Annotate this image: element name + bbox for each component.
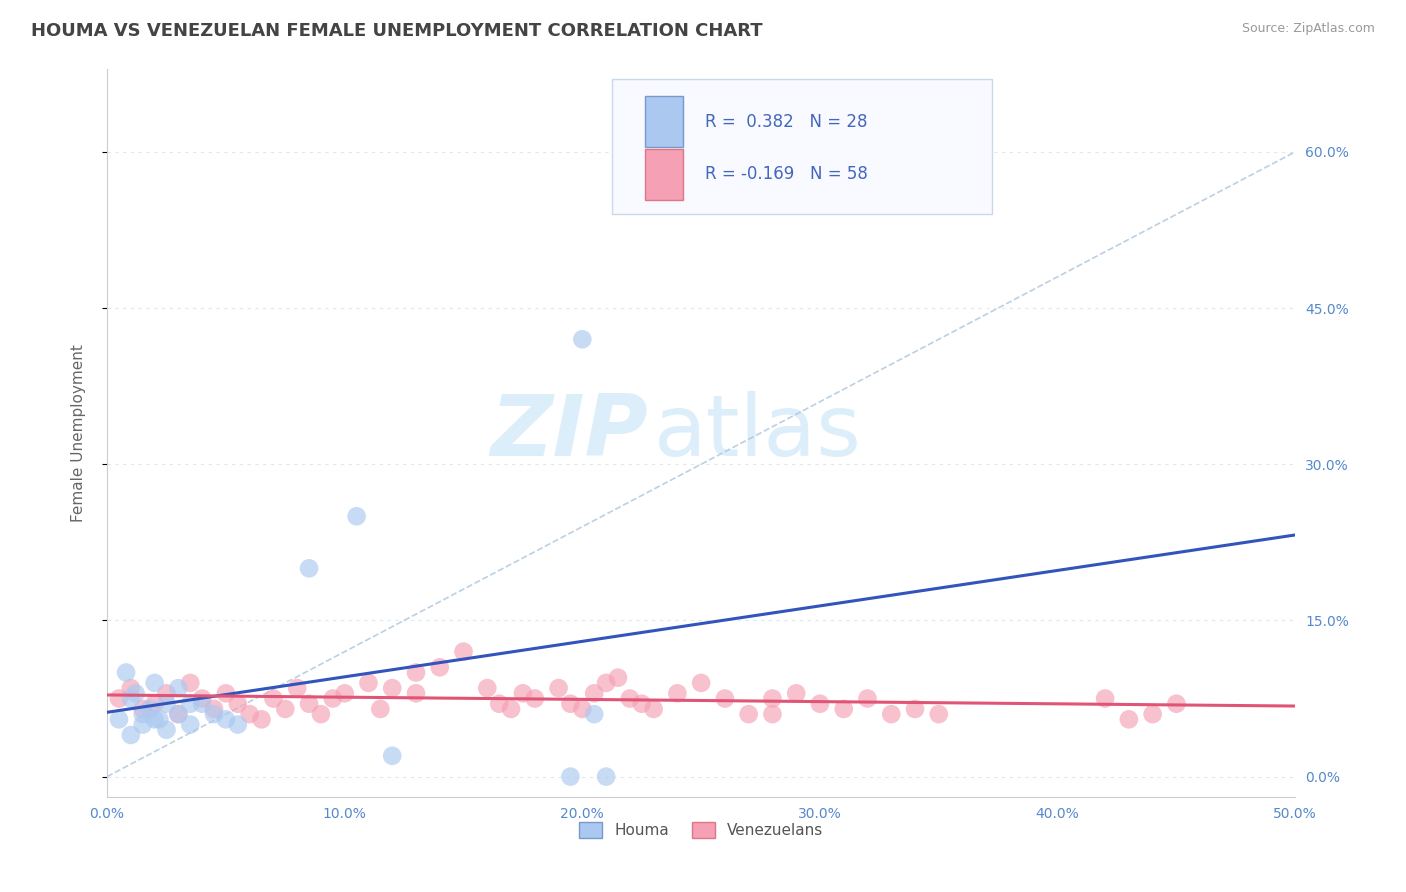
Point xyxy=(191,697,214,711)
FancyBboxPatch shape xyxy=(645,149,683,200)
Point xyxy=(333,686,356,700)
Point xyxy=(274,702,297,716)
Point xyxy=(595,770,617,784)
Point xyxy=(202,707,225,722)
Point xyxy=(381,681,404,695)
Point xyxy=(370,702,392,716)
Point xyxy=(619,691,641,706)
Point xyxy=(808,697,831,711)
Point xyxy=(666,686,689,700)
Point xyxy=(143,676,166,690)
Point xyxy=(583,707,606,722)
Point xyxy=(690,676,713,690)
Point xyxy=(309,707,332,722)
Point xyxy=(571,702,593,716)
Point xyxy=(179,697,201,711)
Point xyxy=(714,691,737,706)
Point xyxy=(583,686,606,700)
Point xyxy=(226,717,249,731)
Point xyxy=(488,697,510,711)
Point xyxy=(202,702,225,716)
Point xyxy=(453,645,475,659)
Point xyxy=(124,686,146,700)
FancyBboxPatch shape xyxy=(645,96,683,147)
Point xyxy=(595,676,617,690)
Point xyxy=(132,717,155,731)
Point xyxy=(226,697,249,711)
Point xyxy=(143,712,166,726)
Point xyxy=(167,681,190,695)
Point xyxy=(1118,712,1140,726)
Point xyxy=(191,691,214,706)
FancyBboxPatch shape xyxy=(612,79,993,214)
Point xyxy=(167,707,190,722)
Point xyxy=(880,707,903,722)
Point xyxy=(607,671,630,685)
Point xyxy=(928,707,950,722)
Point xyxy=(1094,691,1116,706)
Point xyxy=(179,676,201,690)
Point xyxy=(1142,707,1164,722)
Point xyxy=(761,707,783,722)
Point xyxy=(405,686,427,700)
Point xyxy=(322,691,344,706)
Point xyxy=(643,702,665,716)
Point xyxy=(630,697,652,711)
Point xyxy=(346,509,368,524)
Point xyxy=(856,691,879,706)
Point xyxy=(761,691,783,706)
Point xyxy=(298,697,321,711)
Point xyxy=(115,665,138,680)
Point xyxy=(239,707,262,722)
Text: atlas: atlas xyxy=(654,392,862,475)
Point xyxy=(357,676,380,690)
Point xyxy=(405,665,427,680)
Point xyxy=(499,702,522,716)
Point xyxy=(904,702,927,716)
Point xyxy=(737,707,759,722)
Point xyxy=(560,697,582,711)
Legend: Houma, Venezuelans: Houma, Venezuelans xyxy=(572,816,830,845)
Point xyxy=(832,702,855,716)
Point xyxy=(215,712,238,726)
Point xyxy=(120,728,142,742)
Point xyxy=(215,686,238,700)
Text: ZIP: ZIP xyxy=(491,392,648,475)
Point xyxy=(108,691,131,706)
Point xyxy=(120,681,142,695)
Point xyxy=(547,681,569,695)
Point xyxy=(179,717,201,731)
Point xyxy=(167,707,190,722)
Text: HOUMA VS VENEZUELAN FEMALE UNEMPLOYMENT CORRELATION CHART: HOUMA VS VENEZUELAN FEMALE UNEMPLOYMENT … xyxy=(31,22,762,40)
Text: Source: ZipAtlas.com: Source: ZipAtlas.com xyxy=(1241,22,1375,36)
Text: R =  0.382   N = 28: R = 0.382 N = 28 xyxy=(704,112,868,131)
Point xyxy=(139,702,162,716)
Point xyxy=(143,697,166,711)
Y-axis label: Female Unemployment: Female Unemployment xyxy=(72,344,86,522)
Point xyxy=(785,686,807,700)
Point xyxy=(560,770,582,784)
Point xyxy=(250,712,273,726)
Point xyxy=(298,561,321,575)
Point xyxy=(155,686,177,700)
Point xyxy=(523,691,546,706)
Point xyxy=(120,691,142,706)
Point xyxy=(429,660,451,674)
Point xyxy=(571,332,593,346)
Point xyxy=(108,712,131,726)
Point xyxy=(512,686,534,700)
Point xyxy=(477,681,499,695)
Point xyxy=(148,712,170,726)
Point xyxy=(155,723,177,737)
Text: R = -0.169   N = 58: R = -0.169 N = 58 xyxy=(704,165,868,183)
Point xyxy=(262,691,284,706)
Point xyxy=(1166,697,1188,711)
Point xyxy=(132,707,155,722)
Point xyxy=(381,748,404,763)
Point xyxy=(285,681,308,695)
Point xyxy=(132,702,155,716)
Point xyxy=(155,697,177,711)
